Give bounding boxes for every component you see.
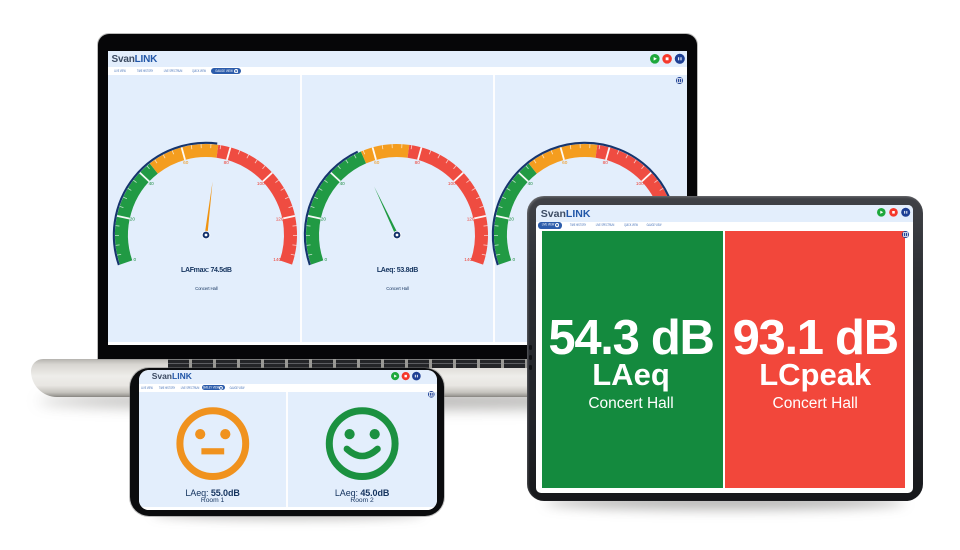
svg-text:0: 0 (325, 257, 328, 262)
svg-text:40: 40 (527, 180, 533, 185)
svg-text:100: 100 (635, 180, 643, 185)
svg-text:60: 60 (562, 159, 568, 164)
svg-text:40: 40 (149, 180, 155, 185)
svg-text:100: 100 (448, 180, 456, 185)
svg-text:40: 40 (340, 180, 346, 185)
svg-text:140: 140 (465, 257, 473, 262)
svg-text:0: 0 (134, 257, 137, 262)
svg-text:20: 20 (130, 216, 136, 221)
svg-text:140: 140 (274, 257, 282, 262)
svg-text:60: 60 (375, 159, 381, 164)
svg-text:80: 80 (602, 159, 608, 164)
svg-text:20: 20 (321, 216, 327, 221)
svg-text:80: 80 (415, 159, 421, 164)
svg-text:20: 20 (508, 216, 514, 221)
svg-text:100: 100 (257, 180, 265, 185)
svg-text:0: 0 (512, 257, 515, 262)
svg-text:120: 120 (467, 216, 475, 221)
svg-text:120: 120 (276, 216, 284, 221)
svg-text:80: 80 (224, 159, 230, 164)
svg-text:60: 60 (183, 159, 189, 164)
